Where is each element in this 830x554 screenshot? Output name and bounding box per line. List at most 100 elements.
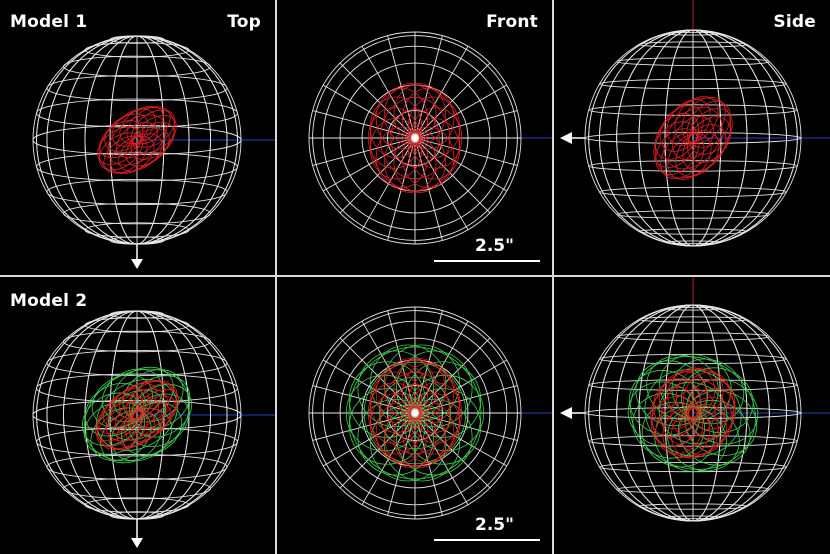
arrow-head-left: [560, 407, 572, 419]
shell-ring: [675, 130, 720, 177]
view-label-front: Front: [486, 12, 538, 32]
shell-ring: [662, 407, 711, 459]
shell-ring: [367, 107, 421, 169]
shell-ring: [407, 118, 461, 180]
shell-ring: [124, 402, 171, 442]
shell-ring: [407, 96, 461, 158]
shell-ring: [97, 394, 144, 435]
meridian-line: [414, 110, 518, 139]
shell-ring: [650, 387, 698, 438]
arrow-head-down: [131, 538, 143, 548]
arrow-head-down: [131, 259, 143, 269]
shell-ring: [409, 382, 463, 444]
shell-ring: [686, 101, 731, 148]
shell-ring: [84, 368, 190, 462]
meridian-line: [414, 320, 469, 414]
meridian-line: [414, 137, 491, 214]
shell-ring: [375, 126, 428, 189]
shell-ring: [667, 367, 716, 419]
shell-ring: [651, 368, 735, 458]
meridian-line: [387, 137, 416, 241]
wireframe-view: [32, 310, 275, 548]
meridian-line: [322, 137, 416, 192]
meridian-line: [312, 137, 416, 166]
meridian-line: [414, 385, 518, 414]
shell-ring: [384, 83, 437, 145]
meridian-line: [339, 137, 416, 214]
shell-ring: [407, 371, 461, 433]
shell-ring: [661, 378, 725, 448]
shell-ring: [402, 362, 455, 425]
shell-ring: [367, 382, 421, 444]
shell-ring: [107, 114, 167, 166]
shell-ring: [122, 369, 184, 423]
shell-ring: [375, 87, 428, 150]
shell-ring: [128, 393, 190, 448]
shell-ring: [115, 396, 159, 434]
shell-ring: [104, 113, 149, 152]
shell-ring: [687, 116, 732, 163]
shell-ring: [384, 131, 437, 193]
shell-ring: [369, 359, 461, 467]
shell-ring: [655, 403, 704, 455]
shell-ring: [380, 96, 450, 180]
meridian-line: [414, 84, 508, 139]
shell-ring: [407, 393, 461, 455]
wireframe-view: [32, 35, 275, 269]
shell-ring: [112, 366, 174, 421]
shell-ring: [126, 106, 171, 145]
shell-ring: [96, 379, 178, 451]
meridian-line: [387, 35, 416, 139]
center-point: [412, 135, 418, 141]
shell-ring: [125, 128, 170, 167]
shell-ring: [91, 374, 153, 428]
shell-ring: [348, 346, 482, 480]
panel-model1-front: Front 2.5": [277, 0, 552, 275]
shell-ring: [402, 401, 455, 464]
shell-ring: [650, 396, 699, 447]
shell-ring: [658, 382, 728, 444]
shell-ring: [687, 379, 736, 430]
shell-ring: [667, 133, 712, 180]
shell-ring: [688, 388, 736, 439]
shell-ring: [390, 384, 440, 443]
panel-model2-top: Model 2: [0, 277, 275, 554]
meridian-line: [361, 137, 416, 231]
meridian-line: [322, 84, 416, 139]
shell-ring: [369, 393, 423, 455]
shell-ring: [121, 402, 183, 456]
center-point: [412, 410, 418, 416]
row-label-model-2: Model 2: [10, 291, 88, 311]
wireframe-view: [560, 277, 830, 522]
shell-ring: [393, 406, 446, 468]
shell-ring: [672, 115, 714, 161]
shell-ring: [653, 378, 701, 430]
shell-ring: [375, 362, 428, 425]
meridian-line: [312, 110, 416, 139]
shell-ring: [685, 396, 733, 448]
red-shell: [653, 96, 733, 180]
meridian-line: [414, 137, 469, 231]
shell-ring: [116, 122, 158, 158]
red-shell: [367, 83, 463, 193]
shell-ring: [630, 356, 756, 470]
meridian-line: [312, 385, 416, 414]
shell-ring: [384, 406, 437, 468]
meridian-line: [312, 412, 416, 441]
meridian-line: [387, 412, 416, 516]
scale-bar: [434, 260, 540, 262]
shell-ring: [96, 380, 178, 450]
shell-ring: [111, 108, 156, 147]
meridian-line: [414, 412, 518, 441]
shell-ring: [402, 87, 455, 150]
shell-ring: [375, 401, 428, 464]
shell-ring: [97, 126, 142, 165]
shell-ring: [670, 388, 716, 438]
red-shell: [650, 367, 736, 459]
shell-ring: [659, 371, 707, 423]
shell-ring: [390, 109, 440, 168]
red-shell: [97, 105, 177, 175]
shell-ring: [670, 407, 719, 459]
view-label-side: Side: [773, 12, 816, 32]
